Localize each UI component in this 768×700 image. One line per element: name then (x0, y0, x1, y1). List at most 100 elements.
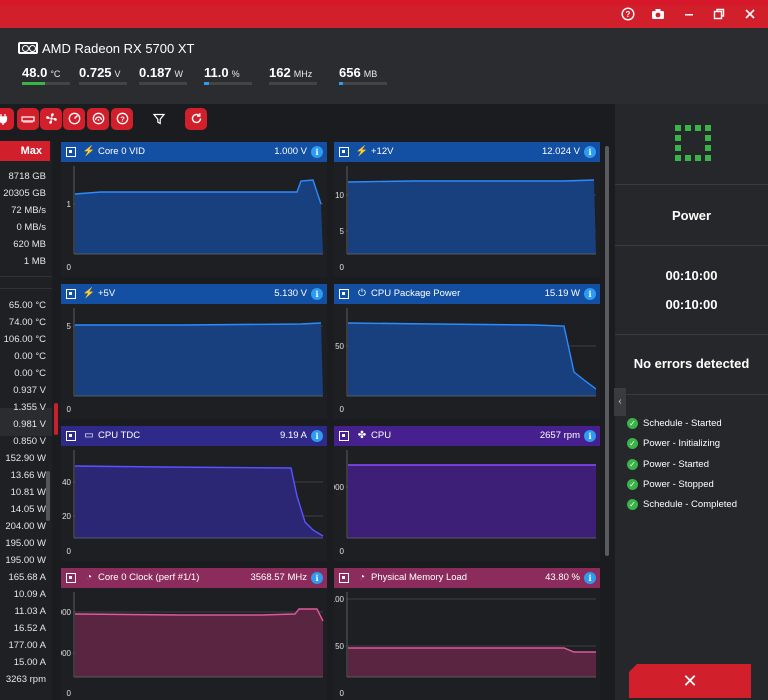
max-value-row[interactable]: 11.03 A (14, 606, 46, 617)
speedometer-icon: ◔ (358, 572, 366, 583)
collapse-panel-chevron-icon[interactable]: ‹ (614, 388, 626, 416)
check-icon: ✓ (627, 459, 638, 470)
loading-spinner-icon (675, 125, 711, 161)
panel-checkbox[interactable] (339, 573, 349, 583)
panel-checkbox[interactable] (339, 289, 349, 299)
max-value-row[interactable]: 15.00 A (13, 657, 46, 668)
max-value-row[interactable]: 20305 GB (3, 188, 46, 199)
panel-checkbox[interactable] (339, 147, 349, 157)
max-value-row[interactable]: 177.00 A (8, 640, 46, 651)
max-value-row[interactable]: 1.355 V (13, 402, 46, 413)
log-item: ✓ Power - Stopped (627, 479, 714, 490)
y-tick-label: 20 (62, 512, 71, 521)
camera-icon[interactable] (650, 7, 666, 23)
series-area (348, 323, 596, 396)
log-item: ✓ Schedule - Completed (627, 499, 737, 510)
panel-header: ⚡ Core 0 VID 1.000 V i (61, 142, 327, 162)
panel-checkbox[interactable] (66, 147, 76, 157)
max-value-row[interactable]: 620 MB (13, 239, 46, 250)
selected-row-highlight (0, 408, 52, 436)
max-value-row[interactable]: 152.90 W (5, 453, 46, 464)
charts-scrollbar[interactable] (605, 146, 609, 556)
max-value-row[interactable]: 10.81 W (10, 487, 46, 498)
y-tick-label: 0 (340, 405, 345, 414)
max-value-row[interactable]: 74.00 °C (8, 317, 46, 328)
info-icon[interactable]: i (311, 430, 323, 442)
chart-panel-12v: ⚡ +12V 12.024 V i 10 5 0 (334, 142, 600, 277)
fan-icon: ✤ (357, 430, 367, 441)
gauge-icon[interactable] (63, 108, 85, 130)
fan-icon[interactable] (40, 108, 62, 130)
chart-panel-cpu-tdc: ▭ CPU TDC 9.19 A i 40 20 0 (61, 426, 327, 561)
max-value-row[interactable]: 0.981 V (13, 419, 46, 430)
info-icon[interactable]: i (311, 288, 323, 300)
total-timer: 00:10:00 (665, 297, 718, 312)
series-line (347, 322, 597, 390)
max-value-row[interactable]: 0 MB/s (16, 222, 46, 233)
max-value-row[interactable]: 165.68 A (8, 572, 46, 583)
info-icon[interactable]: i (584, 288, 596, 300)
sensor-chart: 2000 0 (334, 450, 596, 556)
y-tick-label: 10 (335, 191, 344, 200)
metric-bar (79, 82, 127, 85)
max-value-row[interactable]: 3263 rpm (5, 674, 46, 685)
close-test-button[interactable]: ✕ (629, 664, 751, 698)
speedometer-icon[interactable] (87, 108, 109, 130)
panel-checkbox[interactable] (66, 431, 76, 441)
series-line (348, 647, 596, 653)
metric-bar (204, 82, 252, 85)
panel-checkbox[interactable] (339, 431, 349, 441)
max-value-row[interactable]: 1 MB (23, 256, 46, 267)
minimize-icon[interactable] (681, 7, 697, 23)
panel-checkbox[interactable] (66, 573, 76, 583)
ram-icon[interactable] (17, 108, 39, 130)
metric-bar (269, 82, 317, 85)
info-icon[interactable]: i (584, 572, 596, 584)
list-scrollbar[interactable] (46, 471, 50, 521)
panel-checkbox[interactable] (66, 289, 76, 299)
max-value-row[interactable]: 0.937 V (13, 385, 46, 396)
info-icon[interactable]: i (311, 572, 323, 584)
y-tick-label: 0 (67, 405, 72, 414)
help-icon[interactable]: ? (620, 7, 636, 23)
max-value-row[interactable]: 106.00 °C (3, 334, 46, 345)
max-value-row[interactable]: 14.05 W (10, 504, 46, 515)
max-value-row[interactable]: 0.00 °C (14, 351, 46, 362)
reset-icon[interactable] (185, 108, 207, 130)
series-line (74, 179, 322, 205)
y-tick-label: 0 (340, 263, 345, 272)
list-divider (0, 276, 52, 277)
divider (615, 334, 768, 335)
max-value-row[interactable]: 195.00 W (5, 538, 46, 549)
max-value-row[interactable]: 8718 GB (8, 171, 47, 182)
filter-icon[interactable] (148, 108, 170, 130)
max-value-row[interactable]: 10.09 A (13, 589, 46, 600)
max-value-row[interactable]: 204.00 W (5, 521, 46, 532)
max-value-row[interactable]: 13.66 W (10, 470, 46, 481)
max-value-row[interactable]: 195.00 W (5, 555, 46, 566)
max-value-row[interactable]: 0.850 V (13, 436, 46, 447)
svg-text:?: ? (120, 114, 125, 123)
help-icon[interactable]: ? (111, 108, 133, 130)
panel-title: CPU TDC (98, 430, 141, 441)
max-value-row[interactable]: 65.00 °C (8, 300, 46, 311)
max-value-row[interactable]: 72 MB/s (11, 205, 46, 216)
max-value-row[interactable]: 0.00 °C (14, 368, 46, 379)
plug-icon: ⏻ (358, 288, 366, 299)
restore-icon[interactable] (711, 7, 727, 23)
close-window-icon[interactable] (742, 7, 758, 23)
check-icon: ✓ (627, 479, 638, 490)
info-icon[interactable]: i (584, 430, 596, 442)
plug-icon[interactable] (0, 108, 14, 130)
panel-value: 43.80 % (545, 572, 580, 583)
ram-icon: ▭ (84, 430, 94, 441)
info-icon[interactable]: i (311, 146, 323, 158)
max-column-header[interactable]: Max (0, 141, 50, 161)
max-value-row[interactable]: 16.52 A (13, 623, 46, 634)
series-line (75, 322, 322, 326)
info-icon[interactable]: i (584, 146, 596, 158)
sensor-chart: 50 0 (335, 308, 597, 414)
sensor-chart: 10 (67, 166, 323, 272)
panel-header: ⚡ +12V 12.024 V i (334, 142, 600, 162)
